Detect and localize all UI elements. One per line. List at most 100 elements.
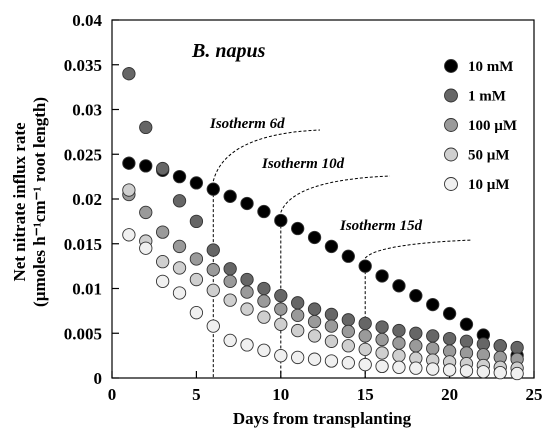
- point-0-4: [189, 176, 204, 190]
- data-points: [122, 67, 524, 381]
- point-1-14: [358, 316, 372, 331]
- point-3-6: [223, 293, 237, 307]
- point-1-11: [307, 302, 322, 316]
- point-4-8: [257, 343, 271, 357]
- y-tick-label-0.04: 0.04: [72, 11, 102, 30]
- point-1-5: [206, 243, 220, 257]
- point-3-12: [324, 334, 339, 348]
- x-tick-label-20: 20: [441, 385, 458, 404]
- point-3-16: [392, 348, 406, 363]
- point-3-15: [375, 346, 389, 360]
- point-0-16: [392, 279, 406, 293]
- point-4-7: [240, 338, 254, 352]
- point-4-9: [274, 348, 288, 363]
- legend-marker-2: [444, 118, 458, 132]
- point-4-20: [459, 364, 474, 378]
- point-0-14: [358, 259, 372, 273]
- point-4-1: [139, 241, 153, 255]
- point-0-20: [459, 317, 474, 331]
- x-tick-label-5: 5: [192, 385, 201, 404]
- point-0-5: [206, 182, 220, 196]
- point-1-20: [459, 334, 474, 348]
- point-1-13: [341, 313, 355, 327]
- legend-label-3: 50 µM: [468, 148, 510, 164]
- y-tick-label-0.025: 0.025: [64, 145, 102, 164]
- legend-label-0: 10 mM: [468, 59, 513, 75]
- legend-label-4: 10 µM: [468, 177, 510, 193]
- point-2-8: [257, 294, 271, 308]
- y-tick-label-0.02: 0.02: [72, 190, 102, 209]
- legend-label-2: 100 µM: [468, 118, 517, 134]
- x-axis-label: Days from transplanting: [233, 409, 412, 428]
- point-1-10: [291, 296, 305, 310]
- point-3-13: [341, 339, 355, 353]
- point-2-15: [375, 332, 389, 347]
- point-4-4: [189, 306, 204, 320]
- point-4-15: [375, 359, 389, 374]
- isotherm-curve: [212, 129, 321, 182]
- isotherm-annotations: Isotherm 6d Isotherm 10d Isotherm 15d: [209, 116, 473, 378]
- point-4-18: [426, 362, 440, 376]
- point-1-3: [172, 194, 187, 208]
- point-0-1: [139, 159, 153, 173]
- point-2-11: [307, 314, 322, 329]
- point-0-11: [307, 230, 322, 245]
- point-3-11: [307, 329, 322, 343]
- y-axis-label: Net nitrate influx rate: [10, 122, 29, 282]
- point-1-17: [409, 326, 423, 340]
- isotherm-curve: [280, 175, 391, 213]
- point-4-6: [223, 333, 237, 348]
- point-0-8: [257, 204, 271, 219]
- x-tick-label-25: 25: [526, 385, 543, 404]
- point-4-11: [307, 352, 322, 366]
- point-0-12: [324, 239, 339, 254]
- y-axis-unit-label: (µmoles h⁻¹cm⁻¹ root length): [30, 97, 49, 307]
- point-4-10: [291, 350, 305, 365]
- point-0-7: [240, 196, 254, 211]
- point-2-5: [206, 263, 220, 277]
- point-4-22: [493, 365, 507, 380]
- point-2-6: [223, 274, 237, 288]
- point-4-3: [172, 286, 187, 300]
- point-0-18: [426, 297, 440, 312]
- y-tick-label-0.035: 0.035: [64, 56, 102, 75]
- point-4-0: [122, 228, 136, 242]
- legend-marker-4: [444, 177, 458, 191]
- point-1-2: [155, 161, 170, 176]
- y-tick-label-0.03: 0.03: [72, 101, 102, 120]
- point-2-2: [155, 225, 170, 239]
- point-2-13: [341, 324, 355, 339]
- point-4-19: [442, 363, 457, 377]
- point-0-6: [223, 189, 237, 203]
- legend: 10 mM 1 mM 100 µM 50 µM 10 µM: [444, 59, 517, 193]
- legend-marker-3: [444, 147, 458, 162]
- x-tick-label-10: 10: [272, 385, 289, 404]
- point-1-18: [426, 329, 440, 343]
- isotherm-curve: [364, 239, 473, 259]
- point-4-17: [409, 361, 423, 375]
- isotherm-label: Isotherm 10d: [261, 156, 345, 172]
- point-1-6: [223, 262, 237, 276]
- point-2-7: [240, 285, 254, 299]
- point-2-9: [274, 302, 288, 316]
- point-1-7: [240, 272, 254, 287]
- point-4-2: [155, 274, 170, 288]
- y-tick-label-0.005: 0.005: [64, 324, 102, 343]
- point-2-1: [139, 205, 153, 220]
- isotherm-label: Isotherm 6d: [209, 116, 285, 132]
- point-0-17: [409, 289, 423, 303]
- point-0-13: [341, 249, 355, 263]
- point-2-16: [392, 336, 406, 350]
- point-0-15: [375, 269, 389, 283]
- point-4-23: [510, 366, 524, 381]
- point-0-9: [274, 213, 288, 228]
- point-3-3: [172, 261, 187, 275]
- point-2-17: [409, 339, 423, 353]
- point-3-0: [122, 183, 136, 197]
- point-1-12: [324, 307, 339, 322]
- point-3-14: [358, 342, 372, 357]
- point-1-19: [442, 331, 457, 346]
- point-2-4: [189, 252, 204, 266]
- point-4-13: [341, 356, 355, 370]
